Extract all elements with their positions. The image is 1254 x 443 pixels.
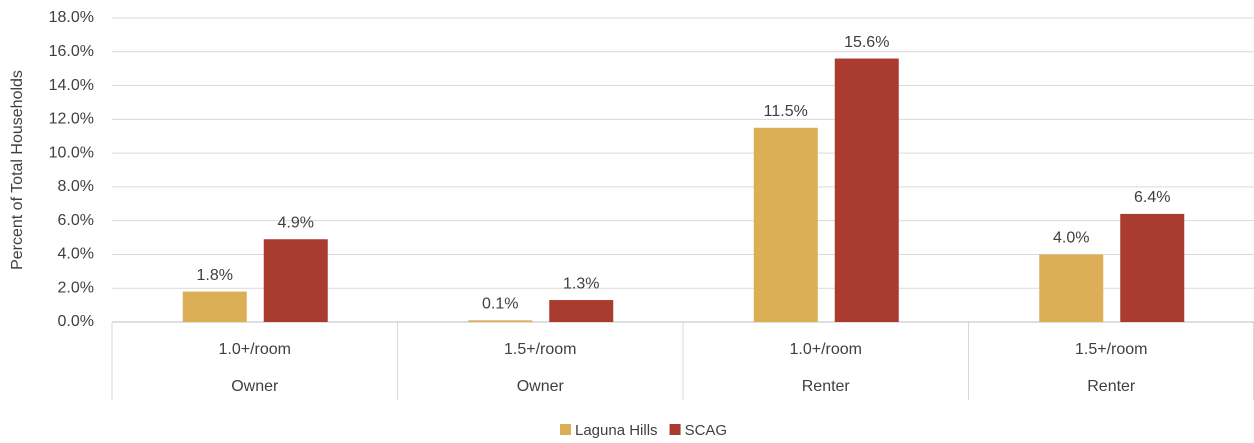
x-tick-label: 1.5+/room bbox=[504, 341, 576, 358]
y-tick-label: 6.0% bbox=[58, 212, 94, 229]
legend-swatch bbox=[669, 424, 681, 435]
data-label: 1.3% bbox=[563, 275, 599, 292]
bar bbox=[549, 300, 614, 322]
data-label: 1.8% bbox=[197, 267, 233, 284]
legend-label: Laguna Hills bbox=[575, 422, 658, 439]
y-axis-title: Percent of Total Households bbox=[9, 70, 26, 270]
y-tick-label: 2.0% bbox=[58, 279, 94, 296]
data-label: 0.1% bbox=[482, 296, 518, 313]
y-tick-label: 8.0% bbox=[58, 178, 94, 195]
x-group-label: Renter bbox=[802, 378, 851, 395]
data-label: 11.5% bbox=[764, 103, 808, 120]
data-label: 4.0% bbox=[1053, 230, 1089, 247]
x-tick-label: 1.0+/room bbox=[790, 341, 862, 358]
y-tick-label: 10.0% bbox=[49, 144, 94, 161]
data-label: 4.9% bbox=[278, 214, 314, 231]
bar bbox=[263, 239, 328, 322]
y-tick-label: 0.0% bbox=[58, 313, 94, 330]
y-tick-label: 14.0% bbox=[49, 77, 94, 94]
y-tick-label: 18.0% bbox=[49, 9, 94, 26]
bar bbox=[834, 58, 899, 323]
x-tick-label: 1.5+/room bbox=[1075, 341, 1147, 358]
bar bbox=[753, 127, 818, 323]
bar bbox=[1120, 213, 1185, 322]
legend-label: SCAG bbox=[685, 422, 728, 439]
x-group-label: Renter bbox=[1087, 378, 1136, 395]
y-tick-label: 16.0% bbox=[49, 43, 94, 60]
y-tick-label: 12.0% bbox=[49, 111, 94, 128]
data-label: 6.4% bbox=[1134, 189, 1170, 206]
bar bbox=[468, 320, 533, 322]
legend-swatch bbox=[560, 424, 571, 435]
x-tick-label: 1.0+/room bbox=[219, 341, 291, 358]
data-label: 15.6% bbox=[844, 34, 889, 51]
bar bbox=[1039, 254, 1104, 322]
x-group-label: Owner bbox=[231, 378, 279, 395]
x-group-label: Owner bbox=[517, 378, 565, 395]
y-tick-label: 4.0% bbox=[58, 246, 94, 263]
bar bbox=[182, 291, 247, 322]
